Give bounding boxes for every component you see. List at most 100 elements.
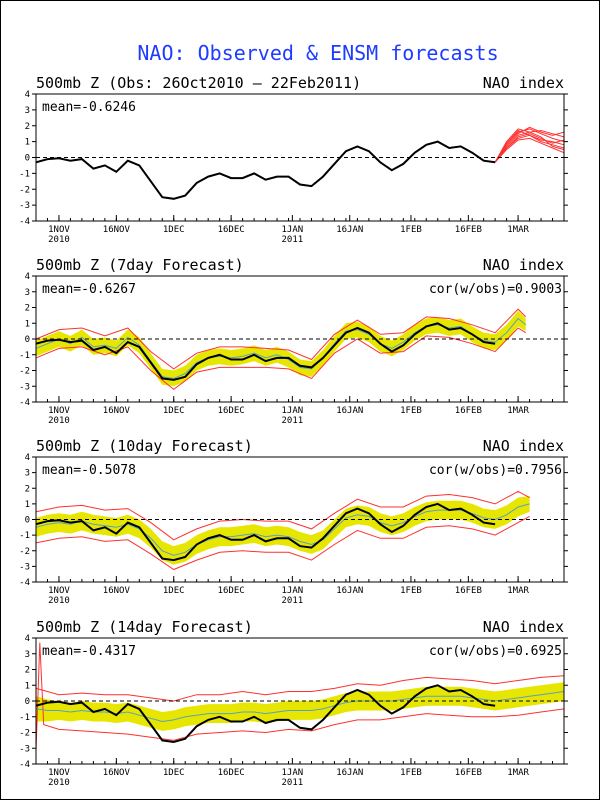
y-tick-label: 0 (25, 154, 30, 164)
x-tick-label: 16JAN (336, 406, 363, 416)
y-tick-label: -4 (19, 578, 30, 588)
mean-label: mean=-0.4317 (42, 644, 136, 659)
index-label: NAO index (483, 437, 564, 455)
x-tick-label: 1NOV (48, 225, 70, 235)
x-tick-label: 1MAR (507, 406, 529, 416)
x-tick-label: 1JAN (282, 406, 304, 416)
y-tick-label: -1 (19, 713, 30, 723)
mean-label: mean=-0.6246 (42, 100, 136, 115)
x-tick-label: 16FEB (455, 768, 482, 778)
x-tick-label: 1DEC (163, 225, 185, 235)
y-tick-label: 0 (25, 335, 30, 345)
x-tick-label: 1JAN (282, 225, 304, 235)
y-tick-label: 0 (25, 516, 30, 526)
panel-title: 500mb Z (Obs: 26Oct2010 – 22Feb2011) (36, 74, 361, 92)
ensemble-member-line (35, 675, 565, 702)
observed-line (35, 684, 496, 744)
x-tick-label: 16DEC (218, 768, 245, 778)
y-tick-label: 4 (25, 90, 30, 100)
x-tick-label: 1FEB (400, 586, 422, 596)
y-tick-label: -4 (19, 398, 30, 408)
y-tick-label: 2 (25, 484, 30, 494)
panel-title: 500mb Z (14day Forecast) (36, 618, 253, 636)
panel-2: 500mb Z (7day Forecast) NAO index 4 3 2 1 0 -1 -… (19, 256, 568, 426)
x-tick-label: 1DEC (163, 406, 185, 416)
y-tick-label: -2 (19, 729, 30, 739)
y-tick-label: 4 (25, 272, 30, 282)
y-tick-label: 1 (25, 319, 30, 329)
y-tick-label: -1 (19, 169, 30, 179)
cor-label: cor(w/obs)=0.7956 (429, 463, 562, 478)
y-tick-label: 3 (25, 650, 30, 660)
x-tick-year: 2010 (48, 416, 70, 426)
cor-label: cor(w/obs)=0.9003 (429, 282, 562, 297)
spread-band (36, 682, 564, 731)
x-tick-label: 1FEB (400, 406, 422, 416)
y-tick-label: 1 (25, 681, 30, 691)
x-tick-year: 2010 (48, 596, 70, 606)
y-tick-label: -2 (19, 185, 30, 195)
y-tick-label: 4 (25, 453, 30, 463)
ensemble-member-line (494, 128, 565, 163)
x-tick-label: 16JAN (336, 586, 363, 596)
panel-title: 500mb Z (10day Forecast) (36, 437, 253, 455)
x-tick-label: 1NOV (48, 586, 70, 596)
ensemble-member-line (35, 515, 530, 571)
x-tick-label: 16FEB (455, 406, 482, 416)
y-tick-label: -2 (19, 367, 30, 377)
y-tick-label: -2 (19, 547, 30, 557)
y-tick-label: -3 (19, 201, 30, 211)
x-tick-year: 2011 (282, 235, 304, 245)
panels-group: 500mb Z (Obs: 26Oct2010 – 22Feb2011) NAO … (19, 74, 568, 788)
x-tick-label: 1FEB (400, 225, 422, 235)
y-tick-label: -3 (19, 562, 30, 572)
panel-title: 500mb Z (7day Forecast) (36, 256, 244, 274)
observed-line (35, 502, 496, 562)
x-tick-year: 2011 (282, 596, 304, 606)
x-tick-label: 1NOV (48, 768, 70, 778)
x-tick-label: 1MAR (507, 586, 529, 596)
ensemble-member-line (494, 126, 565, 163)
index-label: NAO index (483, 618, 564, 636)
x-tick-label: 16NOV (103, 225, 131, 235)
x-tick-label: 1JAN (282, 768, 304, 778)
y-tick-label: -3 (19, 744, 30, 754)
ensemble-member-line (35, 642, 565, 752)
y-tick-label: -1 (19, 531, 30, 541)
x-tick-label: 1DEC (163, 768, 185, 778)
x-tick-label: 16DEC (218, 586, 245, 596)
panel-1: 500mb Z (Obs: 26Oct2010 – 22Feb2011) NAO … (19, 74, 568, 245)
panel-3: 500mb Z (10day Forecast) NAO index 4 3 2 1 0 -1… (19, 437, 568, 606)
x-tick-label: 1MAR (507, 768, 529, 778)
x-tick-year: 2010 (48, 778, 70, 788)
x-tick-label: 16JAN (336, 768, 363, 778)
x-tick-label: 16FEB (455, 586, 482, 596)
y-tick-label: 3 (25, 469, 30, 479)
y-tick-label: -4 (19, 217, 30, 227)
cor-label: cor(w/obs)=0.6925 (429, 644, 562, 659)
x-tick-year: 2010 (48, 235, 70, 245)
figure-title: NAO: Observed & ENSM forecasts (137, 41, 498, 65)
x-tick-label: 16NOV (103, 406, 131, 416)
ensemble-member-line (494, 133, 565, 163)
x-tick-label: 16FEB (455, 225, 482, 235)
x-tick-label: 1FEB (400, 768, 422, 778)
y-tick-label: 1 (25, 138, 30, 148)
index-label: NAO index (483, 256, 564, 274)
y-tick-label: 2 (25, 666, 30, 676)
x-tick-label: 16DEC (218, 406, 245, 416)
x-tick-label: 1MAR (507, 225, 529, 235)
ensemble-member-line (35, 308, 527, 370)
x-tick-label: 16JAN (336, 225, 363, 235)
y-tick-label: 0 (25, 697, 30, 707)
ensemble-member-line (494, 129, 565, 163)
ensemble-member-line (35, 490, 530, 541)
mean-label: mean=-0.6267 (42, 282, 136, 297)
y-tick-label: 2 (25, 304, 30, 314)
y-tick-label: 3 (25, 288, 30, 298)
x-tick-label: 16NOV (103, 768, 131, 778)
y-tick-label: 1 (25, 500, 30, 510)
y-tick-label: 3 (25, 106, 30, 116)
